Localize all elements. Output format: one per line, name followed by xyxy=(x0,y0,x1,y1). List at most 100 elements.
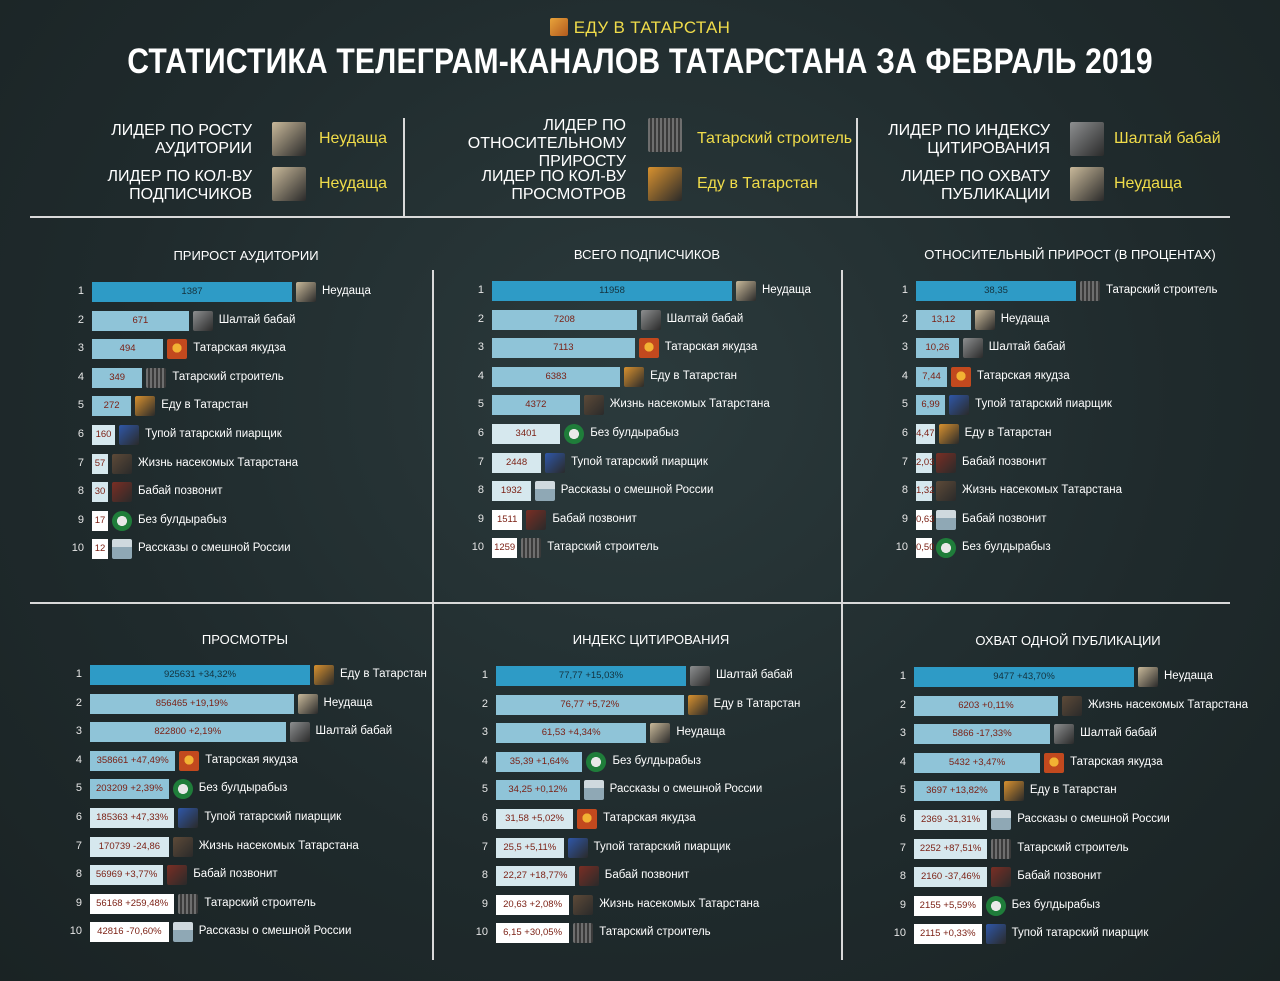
babai-icon xyxy=(526,510,547,530)
edu-icon xyxy=(624,367,645,387)
edu-icon xyxy=(648,167,682,201)
rank-label: 6 xyxy=(77,428,84,440)
bar-value-label: 7113 xyxy=(553,342,574,353)
bar-value-label: 2,03 xyxy=(916,457,935,468)
shaltai-icon xyxy=(690,666,710,686)
rank-label: 6 xyxy=(481,812,488,824)
channel-name: Шалтай бабай xyxy=(666,313,744,325)
channel-name: Бабай позвонит xyxy=(138,485,223,497)
rasskazy-icon xyxy=(936,510,956,530)
bar-value-label: 185363 +47,33% xyxy=(96,812,169,823)
bar-value-label: 6,99 xyxy=(921,399,940,410)
stroitel-icon xyxy=(178,894,199,914)
rank-label: 8 xyxy=(901,484,908,496)
stroitel-icon xyxy=(146,368,167,388)
page-title: СТАТИСТИКА ТЕЛЕГРАМ-КАНАЛОВ ТАТАРСТАНА З… xyxy=(127,42,1153,81)
rank-label: 2 xyxy=(899,699,906,711)
bar: 76,77 +5,72% xyxy=(496,695,684,715)
rank-label: 8 xyxy=(77,485,84,497)
bar: 5432 +3,47% xyxy=(914,753,1041,773)
yakudza-icon xyxy=(179,751,200,771)
bar: 170739 -24,86 xyxy=(90,837,169,857)
bar: 349 xyxy=(92,368,143,388)
bar-value-label: 5432 +3,47% xyxy=(948,757,1006,768)
channel-name: Бабай позвонит xyxy=(552,513,637,525)
chart-title: ВСЕГО ПОДПИСЧИКОВ xyxy=(573,247,721,262)
bar: 1387 xyxy=(92,282,292,302)
channel-name: Тупой татарский пиарщик xyxy=(145,428,282,440)
bez-icon xyxy=(936,538,956,558)
channel-name: Бабай позвонит xyxy=(193,868,278,880)
leader-name: Неудаща xyxy=(319,130,388,147)
bar-value-label: 0,63 xyxy=(916,514,935,525)
channel-name: Бабай позвонит xyxy=(604,869,690,881)
leader-label: ЛИДЕР ПО ОХВАТУ ПУБЛИКАЦИИ xyxy=(901,168,1050,203)
rank-label: 3 xyxy=(75,725,82,737)
bar-value-label: 925631 +34,32% xyxy=(163,669,237,680)
rank-label: 1 xyxy=(901,284,908,296)
bar: 12 xyxy=(92,539,108,559)
channel-name: Шалтай бабай xyxy=(218,314,296,326)
rank-label: 8 xyxy=(477,484,484,496)
bar: 1259 xyxy=(492,538,518,558)
shaltai-icon xyxy=(1054,724,1075,744)
channel-name: Неудаща xyxy=(762,284,811,296)
channel-name: Жизнь насекомых Татарстана xyxy=(198,840,359,852)
neudascha-icon xyxy=(296,282,316,302)
channel-name: Шалтай бабай xyxy=(1080,727,1157,739)
bar: 0,63 xyxy=(916,510,935,530)
leaders-divider xyxy=(30,216,1230,218)
bar-value-label: 6203 +0,11% xyxy=(958,700,1014,711)
channel-name: Еду в Татарстан xyxy=(340,668,427,680)
brand-name: ЕДУ В ТАТАРСТАН xyxy=(573,18,731,37)
bar-value-label: 22,27 +18,77% xyxy=(503,870,568,881)
channel-name: Татарская якудза xyxy=(1070,756,1163,768)
bar-value-label: 1511 xyxy=(496,514,518,525)
shaltai-icon xyxy=(192,311,213,331)
bar-value-label: 2160 -37,46% xyxy=(921,871,981,882)
channel-name: Рассказы о смешной России xyxy=(560,484,714,496)
leader-name: Неудаща xyxy=(1114,175,1183,192)
rank-label: 4 xyxy=(481,755,488,767)
bar: 4372 xyxy=(492,395,580,415)
bar: 31,58 +5,02% xyxy=(496,809,574,829)
rank-label: 10 xyxy=(895,541,908,553)
rank-label: 7 xyxy=(901,456,908,468)
channel-name: Бабай позвонит xyxy=(962,513,1047,525)
zhizn-icon xyxy=(112,454,132,474)
bar: 35,39 +1,64% xyxy=(496,752,583,772)
shaltai-icon xyxy=(962,338,983,358)
bar: 2115 +0,33% xyxy=(914,924,982,944)
neudascha-icon xyxy=(650,723,671,743)
rank-label: 10 xyxy=(69,925,82,937)
channel-name: Татарский строитель xyxy=(1106,284,1218,296)
rank-label: 9 xyxy=(477,513,484,525)
bar-value-label: 3401 xyxy=(515,428,537,439)
leaders-separator-2 xyxy=(856,118,858,216)
rank-label: 4 xyxy=(901,370,908,382)
channel-name: Татарская якудза xyxy=(977,370,1070,382)
bar: 2155 +5,59% xyxy=(914,896,982,916)
channel-name: Без булдырабыз xyxy=(1011,899,1101,911)
rank-label: 7 xyxy=(477,456,484,468)
rank-label: 6 xyxy=(477,427,484,439)
channel-name: Шалтай бабай xyxy=(716,669,793,681)
neudascha-icon xyxy=(736,281,756,301)
rank-label: 7 xyxy=(77,457,84,469)
yakudza-icon xyxy=(638,338,659,358)
piarschik-icon xyxy=(119,425,140,445)
channel-name: Тупой татарский пиарщик xyxy=(1011,927,1149,939)
shaltai-icon xyxy=(1070,122,1104,156)
channel-name: Жизнь насекомых Татарстана xyxy=(138,457,299,469)
rank-label: 3 xyxy=(477,341,484,353)
rank-label: 7 xyxy=(481,841,488,853)
rank-label: 2 xyxy=(477,313,484,325)
chart-title: ПРОСМОТРЫ xyxy=(201,632,289,647)
bar: 22,27 +18,77% xyxy=(496,866,575,886)
channel-name: Рассказы о смешной России xyxy=(138,542,291,554)
bar: 9477 +43,70% xyxy=(914,667,1134,687)
rank-label: 6 xyxy=(75,811,82,823)
rank-label: 2 xyxy=(77,314,84,326)
leader-label: ЛИДЕР ПО ОТНОСИТЕЛЬНОМУ ПРИРОСТУ xyxy=(467,117,626,170)
edu-icon xyxy=(687,695,708,715)
